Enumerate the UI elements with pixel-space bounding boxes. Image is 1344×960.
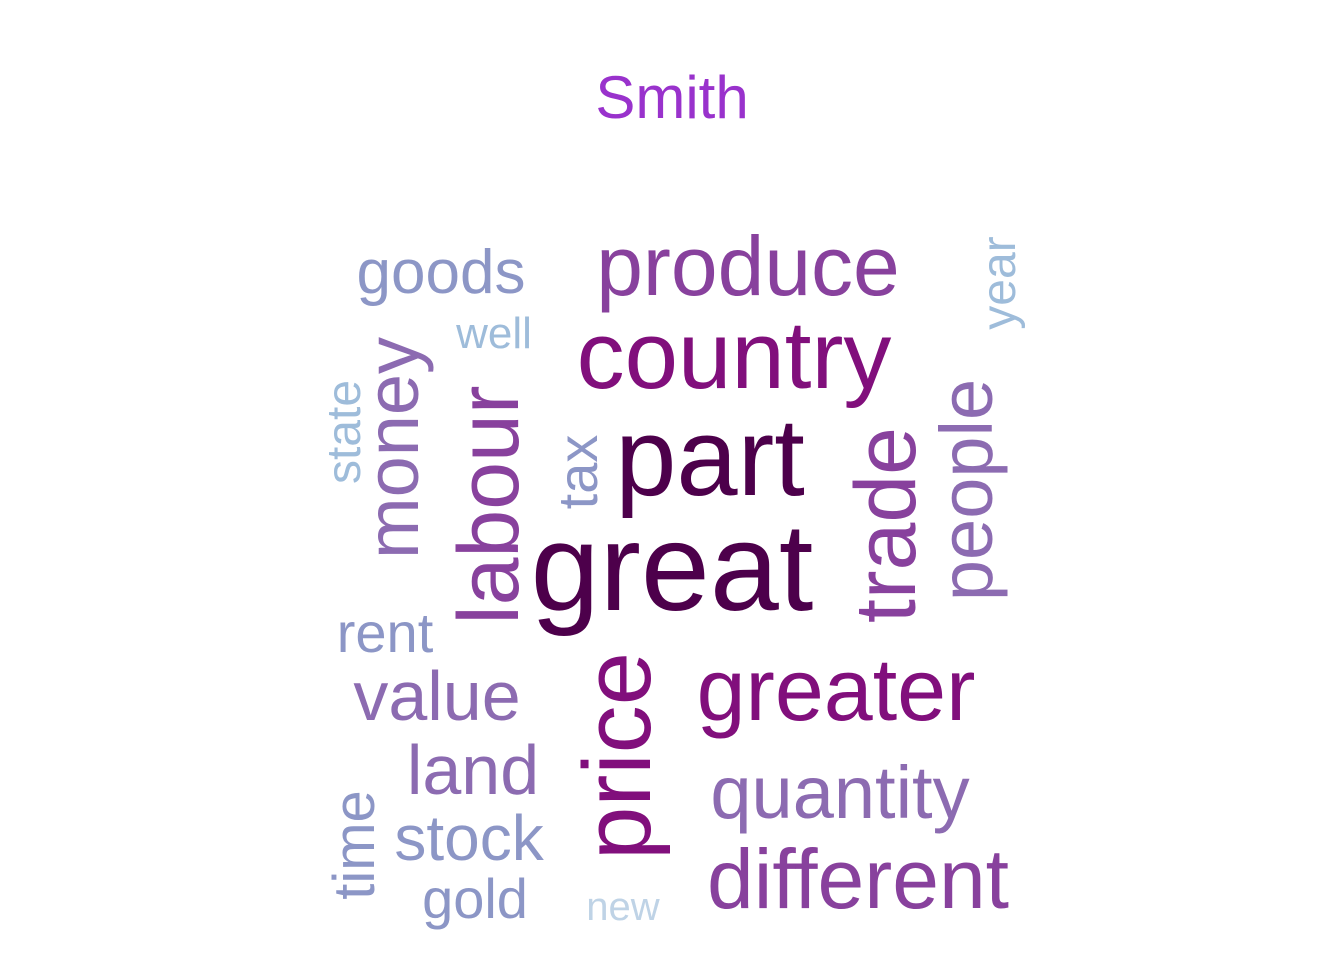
word-well: well	[455, 309, 532, 358]
word-stock: stock	[394, 802, 544, 874]
cloud-title: Smith	[595, 64, 749, 131]
word-people: people	[925, 379, 1008, 601]
word-value: value	[353, 657, 520, 735]
word-money: money	[351, 337, 434, 559]
word-rent: rent	[337, 601, 434, 664]
word-part: part	[615, 396, 805, 519]
word-time: time	[322, 790, 387, 900]
word-new: new	[586, 885, 659, 929]
word-produce: produce	[596, 219, 900, 313]
word-labour: labour	[441, 385, 537, 624]
word-year: year	[973, 236, 1026, 329]
word-country: country	[577, 302, 892, 409]
word-different: different	[707, 832, 1009, 926]
word-greater: greater	[697, 640, 976, 739]
word-goods: goods	[357, 238, 526, 307]
word-trade: trade	[838, 427, 934, 623]
word-price: price	[564, 652, 671, 860]
word-great: great	[531, 499, 814, 637]
word-tax: tax	[546, 435, 609, 510]
word-quantity: quantity	[710, 751, 969, 834]
word-gold: gold	[422, 867, 528, 930]
word-state: state	[318, 380, 371, 484]
word-land: land	[407, 731, 539, 809]
